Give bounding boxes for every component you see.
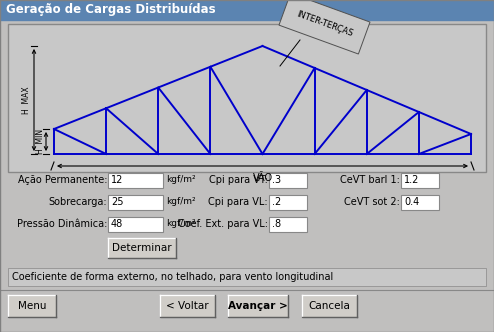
Text: Determinar: Determinar [112,243,172,253]
Text: Cpi para VT:: Cpi para VT: [209,175,268,185]
Text: Cancela: Cancela [309,301,350,311]
Text: 0.4: 0.4 [404,197,419,207]
Bar [269,216,307,231]
Bar [8,268,486,286]
Bar [269,195,307,209]
Text: kgf/m²: kgf/m² [166,198,196,207]
Text: CeVT barl 1:: CeVT barl 1: [340,175,400,185]
Text: .2: .2 [272,197,281,207]
Bar [8,24,486,172]
Text: .8: .8 [272,219,281,229]
Text: 1.2: 1.2 [404,175,419,185]
Text: Ação Permanente:: Ação Permanente: [17,175,107,185]
Bar [269,173,307,188]
Bar [401,195,439,209]
Bar [108,173,163,188]
Text: Menu: Menu [18,301,46,311]
Text: kgf/m²: kgf/m² [166,176,196,185]
Text: INTER-TERÇAS: INTER-TERÇAS [295,9,354,38]
Bar [0,0,494,20]
Text: 48: 48 [111,219,123,229]
Text: Avançar >: Avançar > [228,301,288,311]
Text: VÃO: VÃO [252,173,273,183]
Text: H  MAX: H MAX [22,86,31,114]
Text: kgf/m²: kgf/m² [166,219,196,228]
Bar [108,238,176,258]
Text: Coef. Ext. para VL:: Coef. Ext. para VL: [178,219,268,229]
Text: < Voltar: < Voltar [166,301,209,311]
Text: Cpi para VL:: Cpi para VL: [208,197,268,207]
Text: Sobrecarga:: Sobrecarga: [48,197,107,207]
Bar [8,295,56,317]
Bar [228,295,288,317]
Text: 12: 12 [111,175,124,185]
Bar [108,216,163,231]
Text: Coeficiente de forma externo, no telhado, para vento longitudinal: Coeficiente de forma externo, no telhado… [12,272,333,282]
Bar [302,295,357,317]
Bar [108,195,163,209]
Text: H  MIN: H MIN [36,129,45,154]
Text: .3: .3 [272,175,281,185]
Bar [160,295,215,317]
Text: 25: 25 [111,197,124,207]
Text: Pressão Dinâmica:: Pressão Dinâmica: [17,219,107,229]
Text: Geração de Cargas Distribuídas: Geração de Cargas Distribuídas [6,4,215,17]
Bar [401,173,439,188]
Text: CeVT sot 2:: CeVT sot 2: [344,197,400,207]
